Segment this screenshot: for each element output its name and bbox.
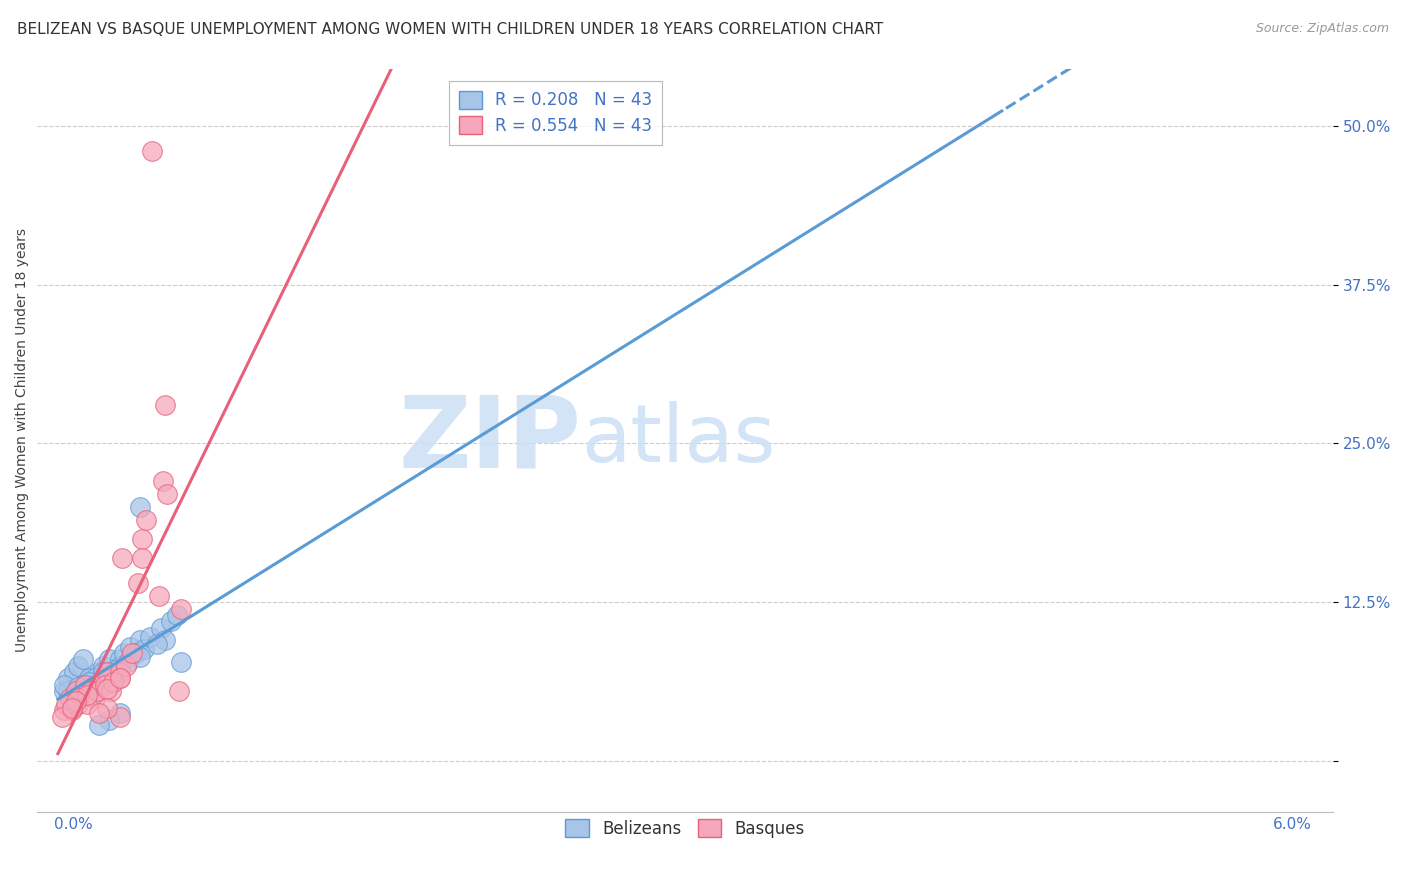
Point (170, 601, 193, 615)
Point (148, 589, 170, 603)
Point (94, 678, 117, 692)
Point (117, 655, 139, 669)
Point (60, 700, 83, 714)
Point (108, 672, 131, 686)
Point (65, 684, 87, 698)
Point (84, 672, 107, 686)
Point (87, 678, 110, 692)
Point (160, 614, 183, 628)
Point (55, 697, 77, 711)
Text: BELIZEAN VS BASQUE UNEMPLOYMENT AMONG WOMEN WITH CHILDREN UNDER 18 YEARS CORRELA: BELIZEAN VS BASQUE UNEMPLOYMENT AMONG WO… (17, 22, 883, 37)
Point (96, 681, 118, 696)
Point (96, 665, 118, 679)
Point (87, 665, 110, 679)
Point (170, 655, 193, 669)
Text: atlas: atlas (582, 401, 776, 479)
Point (100, 684, 122, 698)
Point (166, 607, 188, 622)
Point (77, 684, 100, 698)
Point (53, 678, 76, 692)
Point (91, 658, 114, 673)
Point (153, 398, 176, 412)
Point (77, 672, 100, 686)
Point (65, 694, 87, 708)
Point (129, 649, 152, 664)
Point (67, 681, 90, 695)
Text: 0.0%: 0.0% (53, 817, 93, 832)
Point (53, 703, 76, 717)
Y-axis label: Unemployment Among Women with Children Under 18 years: Unemployment Among Women with Children U… (15, 228, 30, 652)
Point (129, 633, 152, 648)
Point (73, 678, 96, 692)
Point (98, 672, 121, 686)
Point (60, 703, 83, 717)
Point (125, 646, 148, 660)
Point (72, 652, 94, 666)
Point (56, 684, 79, 698)
Point (76, 697, 98, 711)
Point (145, 637, 167, 651)
Point (91, 665, 114, 679)
Point (98, 652, 121, 666)
Point (135, 513, 157, 527)
Point (121, 646, 143, 660)
Point (149, 621, 172, 635)
Point (141, 144, 163, 158)
Point (108, 709, 131, 723)
Point (77, 675, 100, 690)
Point (91, 672, 114, 686)
Point (56, 672, 79, 686)
Text: Source: ZipAtlas.com: Source: ZipAtlas.com (1256, 22, 1389, 36)
Point (100, 667, 122, 681)
Point (98, 714, 121, 728)
Point (108, 706, 131, 720)
Point (139, 630, 162, 644)
Point (96, 700, 118, 714)
Text: 6.0%: 6.0% (1274, 817, 1312, 832)
Point (153, 633, 176, 648)
Point (87, 718, 110, 732)
Point (134, 642, 156, 657)
Point (104, 663, 127, 677)
Point (108, 658, 131, 673)
Point (59, 690, 82, 705)
Point (156, 487, 179, 501)
Point (87, 706, 110, 720)
Point (63, 665, 86, 679)
Point (51, 709, 73, 723)
Point (72, 678, 94, 692)
Point (67, 690, 90, 705)
Point (131, 550, 153, 565)
Point (108, 652, 131, 666)
Point (67, 697, 90, 711)
Point (127, 576, 149, 591)
Point (103, 675, 125, 690)
Point (84, 690, 107, 705)
Point (63, 688, 86, 702)
Point (86, 684, 108, 698)
Point (53, 684, 76, 698)
Text: ZIP: ZIP (398, 392, 582, 489)
Point (84, 678, 107, 692)
Point (152, 475, 174, 489)
Point (118, 640, 141, 654)
Point (129, 500, 152, 514)
Point (111, 550, 134, 565)
Point (131, 532, 153, 546)
Point (167, 684, 190, 698)
Point (108, 672, 131, 686)
Point (108, 665, 131, 679)
Point (80, 684, 103, 698)
Point (67, 658, 90, 673)
Point (76, 688, 98, 702)
Legend: Belizeans, Basques: Belizeans, Basques (558, 813, 811, 845)
Point (114, 658, 136, 673)
Point (63, 690, 86, 705)
Point (112, 646, 135, 660)
